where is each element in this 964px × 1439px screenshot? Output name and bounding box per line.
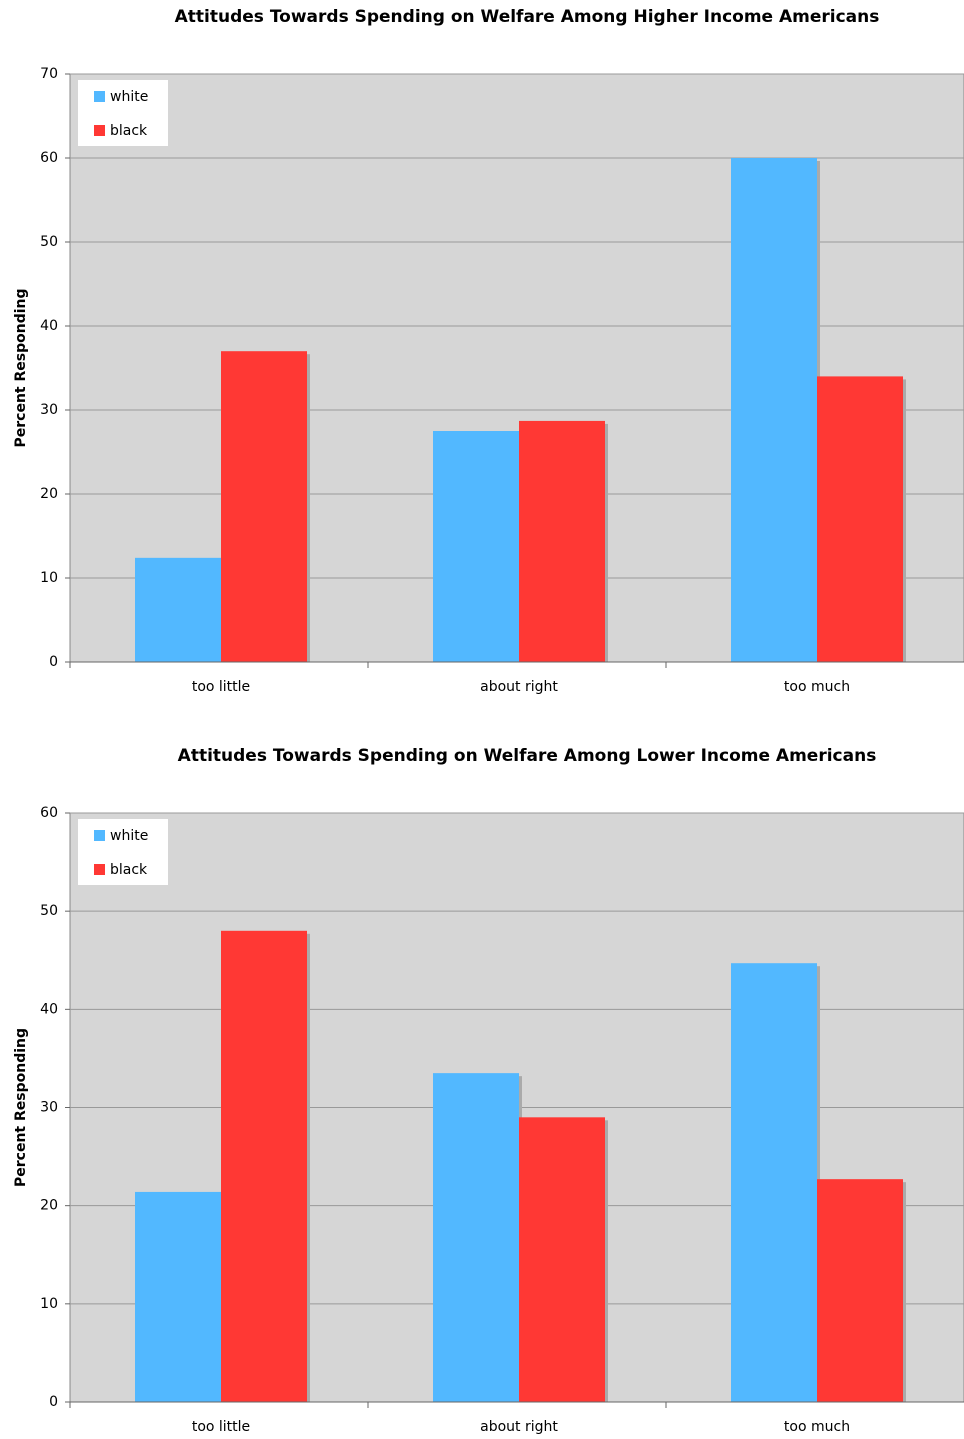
y-tick-label: 10 [40, 1296, 58, 1312]
y-tick-label: 50 [40, 903, 58, 919]
legend-box [78, 80, 168, 146]
legend-label: black [110, 862, 148, 878]
bar [817, 1179, 903, 1402]
y-tick-label: 70 [40, 66, 58, 82]
bar [731, 963, 817, 1402]
x-tick-label: too little [192, 1419, 250, 1435]
bar [731, 158, 817, 662]
bar [221, 930, 307, 1402]
y-axis-label: Percent Responding [13, 288, 29, 447]
legend-swatch [94, 125, 105, 136]
legend-box [78, 819, 168, 885]
legend-label: white [110, 89, 148, 105]
y-tick-label: 60 [40, 805, 58, 821]
legend-swatch [94, 864, 105, 875]
y-tick-label: 10 [40, 570, 58, 586]
y-tick-label: 0 [49, 1394, 58, 1410]
x-tick-label: about right [480, 1419, 558, 1435]
y-tick-label: 60 [40, 150, 58, 166]
y-tick-label: 40 [40, 1001, 58, 1017]
y-tick-label: 20 [40, 1198, 58, 1214]
y-tick-label: 40 [40, 318, 58, 334]
y-tick-label: 20 [40, 486, 58, 502]
bar [817, 376, 903, 662]
bar [135, 1191, 221, 1402]
legend-swatch [94, 91, 105, 102]
bar [519, 420, 605, 662]
bar [433, 1073, 519, 1402]
y-tick-label: 30 [40, 1100, 58, 1116]
y-axis-label: Percent Responding [13, 1028, 29, 1187]
legend-label: white [110, 828, 148, 844]
legend-label: black [110, 123, 148, 139]
bar [433, 431, 519, 662]
legend-swatch [94, 830, 105, 841]
x-tick-label: about right [480, 679, 558, 695]
x-tick-label: too much [784, 679, 850, 695]
y-tick-label: 50 [40, 234, 58, 250]
y-tick-label: 30 [40, 402, 58, 418]
y-tick-label: 0 [49, 654, 58, 670]
bar [135, 557, 221, 662]
bar [519, 1117, 605, 1402]
chart-title: Attitudes Towards Spending on Welfare Am… [175, 7, 880, 27]
chart-title: Attitudes Towards Spending on Welfare Am… [178, 746, 877, 766]
bar [221, 351, 307, 662]
x-tick-label: too much [784, 1419, 850, 1435]
x-tick-label: too little [192, 679, 250, 695]
